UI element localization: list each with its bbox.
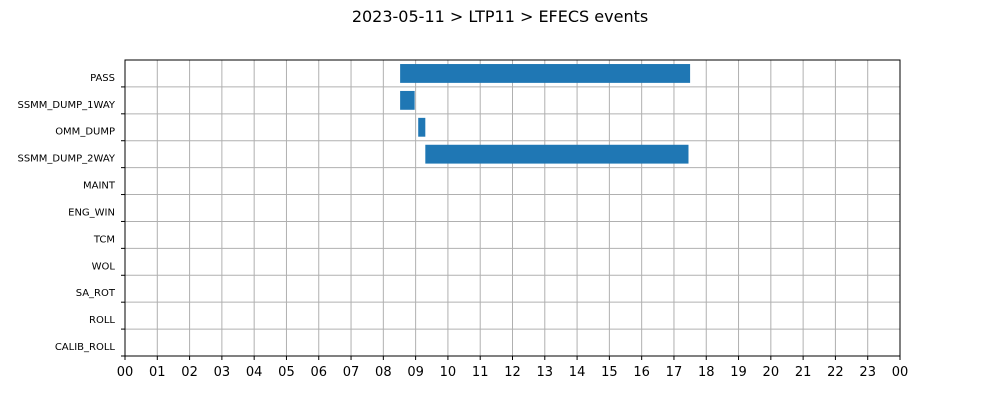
y-tick-label: MAINT: [83, 181, 116, 192]
x-tick-label: 12: [504, 365, 521, 380]
y-tick-label: SA_ROT: [76, 288, 116, 299]
x-tick-label: 07: [343, 365, 360, 380]
x-tick-label: 22: [827, 365, 844, 380]
x-tick-label: 21: [795, 365, 812, 380]
y-tick-label: WOL: [92, 261, 116, 272]
x-tick-label: 06: [310, 365, 327, 380]
y-tick-label: PASS: [90, 73, 115, 84]
bars-layer: [400, 64, 691, 164]
x-tick-label: 00: [117, 365, 134, 380]
y-tick-label: SSMM_DUMP_2WAY: [17, 154, 115, 165]
x-tick-label: 13: [537, 365, 554, 380]
x-tick-label: 14: [569, 365, 586, 380]
y-axis: PASS SSMM_DUMP_1WAY OMM_DUMP SSMM_DUMP_2WAY…: [17, 73, 125, 357]
y-tick-label: ROLL: [89, 315, 115, 326]
x-tick-label: 04: [246, 365, 263, 380]
x-tick-label: 09: [407, 365, 424, 380]
x-tick-label: 11: [472, 365, 489, 380]
y-tick-label: OMM_DUMP: [55, 127, 115, 138]
y-tick-label: TCM: [93, 234, 115, 245]
x-tick-label: 08: [375, 365, 392, 380]
event-bar-ssmm-dump-1way: [400, 90, 415, 110]
y-tick-label: ENG_WIN: [68, 207, 115, 218]
event-bar-pass: [400, 64, 691, 83]
x-axis: 00 01 02 03 04 05 06 07 08 09 10 11 12 13 14 15 16 17 18 19…: [117, 356, 909, 380]
chart-title: 2023-05-11 > LTP11 > EFECS events: [352, 7, 648, 26]
x-tick-label: 23: [859, 365, 876, 380]
x-tick-label: 15: [601, 365, 618, 380]
x-tick-label: 19: [730, 365, 747, 380]
x-tick-label: 03: [214, 365, 231, 380]
x-tick-label: 05: [278, 365, 295, 380]
x-tick-label: 10: [440, 365, 457, 380]
grid-layer: [124, 60, 901, 357]
x-tick-label: 01: [149, 365, 166, 380]
x-tick-label: 16: [633, 365, 650, 380]
x-tick-label: 00: [892, 365, 909, 380]
event-bar-omm-dump: [418, 117, 426, 137]
y-tick-label: SSMM_DUMP_1WAY: [17, 100, 115, 111]
x-tick-label: 02: [181, 365, 198, 380]
event-bar-ssmm-dump-2way: [425, 144, 689, 164]
x-tick-label: 18: [698, 365, 715, 380]
y-tick-label: CALIB_ROLL: [55, 342, 116, 353]
x-tick-label: 20: [763, 365, 780, 380]
x-tick-label: 17: [666, 365, 683, 380]
